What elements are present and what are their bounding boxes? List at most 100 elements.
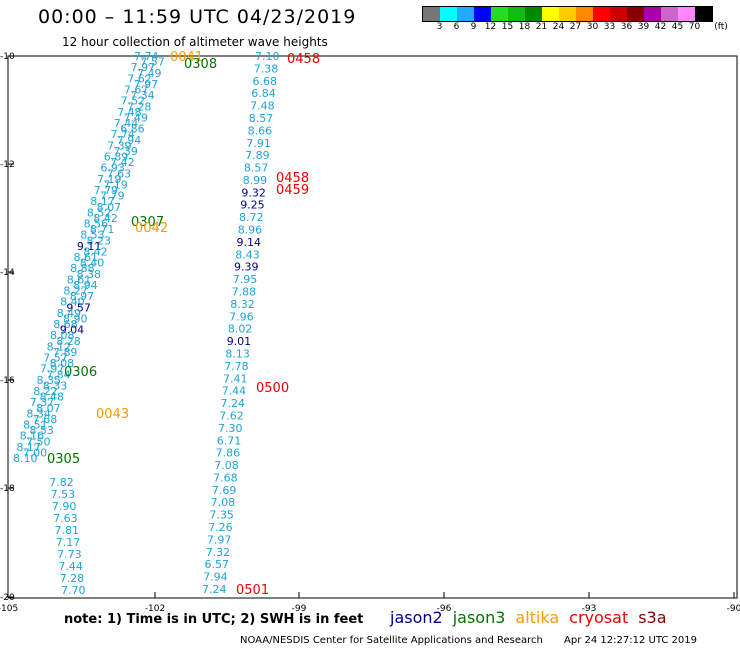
map-frame [7,55,738,599]
swh-value: 8.57 [249,112,273,125]
color-swatch [542,7,559,21]
swh-value: 7.90 [52,500,77,513]
swh-value: 7.70 [61,584,86,597]
swh-value: 7.34 [130,89,155,102]
color-scale-label: 18 [518,22,531,32]
pass-time-label: 0042 [135,221,168,236]
color-scale-label: 33 [603,22,616,32]
swh-value: 9.01 [227,335,252,348]
swh-value: 8.28 [56,335,81,348]
swh-value: 9.39 [234,261,259,274]
swh-value: 8.61 [67,273,92,286]
page-subtitle: 12 hour collection of altimeter wave hei… [62,35,328,49]
swh-value: 7.28 [127,100,151,113]
swh-value: 8.23 [87,234,112,247]
swh-value: 7.08 [214,459,239,472]
swh-values: 7.747.577.977.497.627.977.677.347.527.28… [13,50,280,597]
lon-label: -93 [582,604,597,614]
axis-labels: -105 -102 -99 -96 -93 -90 -10 -12 -14 -16 -18 -20 [0,52,740,614]
color-swatch [678,7,695,21]
swh-value: 8.53 [29,424,54,437]
swh-value: 8.51 [23,419,47,432]
lat-label: -20 [0,593,15,603]
lon-label: -96 [437,604,452,614]
swh-value: 7.94 [117,134,142,147]
color-swatch [610,7,627,21]
swh-value: 8.38 [77,268,102,281]
color-scale-label: 70 [688,22,701,32]
credit-line: NOAA/NESDIS Center for Satellite Applica… [240,635,715,646]
color-scale-label: 39 [637,22,650,32]
color-scale-label: 36 [620,22,633,32]
lat-label: -10 [0,52,15,62]
color-swatch [440,7,457,21]
pass-time-label: 0041 [170,50,203,65]
swh-value: 7.88 [232,286,257,299]
pass-time-label: 0043 [96,407,129,422]
legend-altika: altika [515,608,560,627]
swh-value: 7.68 [33,413,58,426]
swh-value: 7.63 [53,512,77,525]
swh-value: 8.07 [97,201,122,214]
lat-label: -12 [0,160,15,170]
swh-value: 7.48 [117,106,142,119]
legend-jason3: jason3 [452,608,506,627]
color-scale-label: 3 [436,22,443,32]
swh-value: 7.82 [49,476,74,489]
swh-value: 7.41 [223,372,248,385]
swh-value: 7.44 [222,385,247,398]
swh-value: 9.32 [241,186,266,199]
swh-value: 6.93 [100,162,125,175]
color-scale-label: 6 [453,22,460,32]
swh-value: 8.42 [83,245,108,258]
swh-value: 8.43 [235,248,259,261]
swh-value: 7.17 [56,536,81,549]
swh-value: 7.73 [57,548,82,561]
legend-cryosat: cryosat [569,608,629,627]
swh-value: 7.52 [121,95,146,108]
color-swatch [593,7,610,21]
swh-value: 7.84 [46,368,70,381]
swh-value: 7.48 [250,100,275,113]
swh-value: 7.62 [219,410,244,423]
swh-value: 8.07 [36,402,61,415]
satellite-legend: jason2 jason3 altika cryosat s3a [390,608,677,627]
swh-value: 8.40 [60,296,85,309]
color-swatch [576,7,593,21]
swh-value: 9.57 [66,301,91,314]
map-border [7,55,738,599]
color-scale-label: 21 [535,22,548,32]
swh-value: 8.52 [87,206,112,219]
swh-value: 9.11 [77,240,102,253]
swh-value: 7.86 [216,447,241,460]
lon-label: -99 [292,604,307,614]
pass-time-label: 0458 [276,171,309,186]
swh-value: 7.19 [103,178,128,191]
swh-value: 8.72 [239,211,264,224]
legend-jason2: jason2 [390,608,443,627]
swh-value: 7.74 [134,50,159,63]
pass-time-label: 0459 [276,183,309,198]
color-swatch [423,7,440,21]
lat-label: -16 [0,376,15,386]
pass-time-label: 0306 [64,365,97,380]
swh-value: 6.71 [217,434,242,447]
axis-ticks [7,55,735,598]
swh-value: 8.34 [26,407,51,420]
swh-value: 8.33 [43,379,68,392]
color-scale-label: 42 [654,22,667,32]
swh-value: 7.68 [213,471,238,484]
color-swatch [491,7,508,21]
swh-value: 6.68 [253,75,278,88]
swh-value: 7.44 [114,117,139,130]
swh-value: 8.17 [90,195,115,208]
color-swatch [474,7,491,21]
lon-label: -90 [727,604,740,614]
swh-value: 7.39 [113,145,137,158]
swh-value: 7.97 [40,363,65,376]
swh-value: 8.42 [93,212,118,225]
swh-value: 6.57 [205,558,230,571]
swh-value: 6.86 [120,123,145,136]
